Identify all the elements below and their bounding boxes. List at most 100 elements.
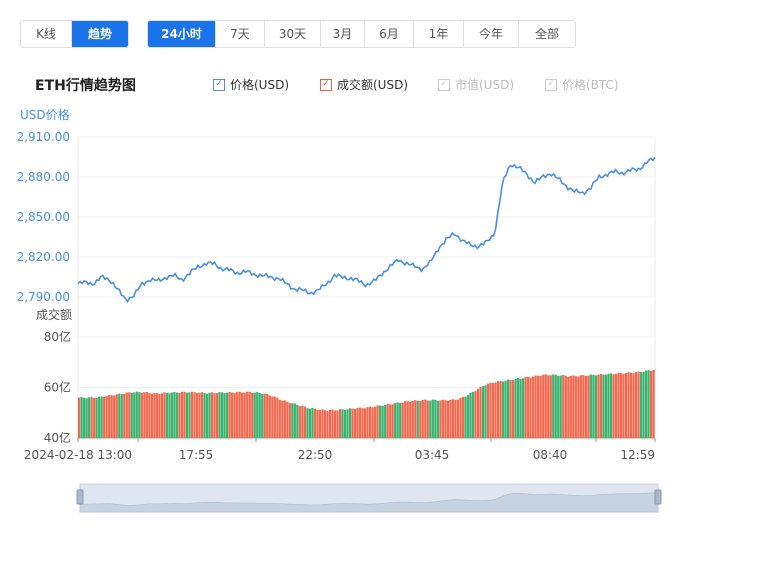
volume-bar (496, 381, 500, 438)
volume-bar (123, 393, 126, 438)
volume-bar (85, 398, 88, 438)
volume-bar (604, 374, 608, 438)
volume-bar (474, 391, 477, 438)
volume-bar (411, 401, 414, 438)
volume-bar (519, 378, 522, 438)
volume-bar (93, 398, 96, 438)
volume-bar (429, 400, 432, 438)
volume-bar (158, 393, 161, 438)
price-tick-label: 2,910.00 (17, 130, 70, 144)
legend-label: 成交额(USD) (337, 78, 409, 92)
volume-bar (175, 392, 179, 438)
price-tick-label: 2,820.00 (17, 250, 70, 264)
zoom-slider[interactable] (76, 483, 662, 513)
volume-bar (195, 393, 199, 438)
volume-bar (512, 380, 515, 438)
range-tab-3[interactable]: 3月 (321, 21, 365, 47)
volume-bar (193, 392, 196, 438)
volume-bar (296, 404, 299, 438)
mode-tab-0[interactable]: K线 (21, 21, 72, 47)
legend-label: 市值(USD) (455, 78, 515, 92)
checkbox-icon[interactable]: ✓ (320, 78, 332, 91)
volume-bar (371, 407, 374, 438)
volume-bar (115, 394, 118, 438)
volume-bar (316, 409, 319, 438)
checkbox-icon[interactable]: ✓ (438, 78, 450, 91)
volume-bar (394, 403, 397, 438)
volume-bar (404, 401, 407, 438)
volume-bar (301, 405, 304, 438)
volume-bar (283, 400, 286, 438)
mode-tab-1[interactable]: 趋势 (72, 21, 128, 47)
checkbox-icon[interactable]: ✓ (545, 78, 557, 91)
volume-bar (381, 405, 384, 438)
range-tab-0[interactable]: 24小时 (148, 21, 216, 47)
volume-bar (220, 392, 224, 438)
volume-bar (409, 401, 412, 438)
volume-bar (529, 377, 532, 438)
slider-handle-right[interactable] (654, 489, 662, 505)
volume-bar (627, 372, 630, 438)
volume-bar (361, 408, 364, 438)
volume-bar (564, 375, 567, 438)
volume-bar (303, 406, 306, 438)
legend-item-2[interactable]: ✓ 市值(USD) (438, 76, 514, 93)
volume-bar (100, 396, 103, 438)
volume-bar (271, 396, 274, 438)
volume-bar (188, 392, 191, 438)
volume-bar (138, 392, 141, 438)
volume-bar (399, 403, 402, 438)
x-tick-label: 03:45 (415, 448, 450, 462)
volume-bar (567, 376, 570, 438)
range-tab-7[interactable]: 全部 (534, 27, 559, 41)
volume-bar (258, 392, 261, 438)
legend-item-1[interactable]: ✓ 成交额(USD) (320, 76, 408, 93)
volume-bar (434, 399, 437, 438)
volume-bar (421, 400, 424, 438)
volume-bar (597, 374, 600, 438)
volume-bar (554, 374, 557, 438)
volume-bar (120, 394, 123, 438)
volume-bar (396, 402, 399, 438)
mode-toggle: K线 趋势 (20, 20, 129, 48)
volume-bar (236, 392, 239, 438)
legend-item-0[interactable]: ✓ 价格(USD) (213, 76, 289, 93)
volume-bar (128, 392, 131, 438)
volume-bar (366, 407, 369, 438)
volume-bar (619, 373, 623, 438)
range-tab-6[interactable]: 今年 (464, 21, 519, 47)
volume-bar (333, 410, 337, 438)
volume-bar (145, 391, 148, 438)
volume-bar (431, 399, 434, 438)
price-tick-label: 2,880.00 (17, 170, 70, 184)
volume-bar (218, 392, 221, 438)
volume-bar (150, 393, 153, 438)
volume-bar (341, 409, 344, 438)
volume-bar (436, 400, 439, 438)
volume-bar (459, 397, 462, 438)
volume-bar (363, 408, 367, 438)
volume-bar (105, 396, 108, 438)
range-tab-1[interactable]: 7天 (216, 21, 265, 47)
volume-bar (534, 375, 537, 438)
volume-bar (391, 404, 394, 438)
volume-bar (401, 402, 404, 438)
volume-bar (577, 376, 580, 438)
volume-bar (461, 396, 465, 438)
volume-bar (559, 375, 562, 438)
range-tab-2[interactable]: 30天 (265, 21, 321, 47)
slider-handle-left[interactable] (76, 489, 84, 505)
checkbox-icon[interactable]: ✓ (213, 78, 225, 91)
volume-bar (504, 380, 507, 438)
volume-bar (306, 408, 309, 438)
volume-bar (343, 409, 347, 438)
volume-bar (509, 379, 512, 438)
range-tab-4[interactable]: 6月 (365, 21, 414, 47)
price-tick-label: 2,850.00 (17, 210, 70, 224)
range-tab-5[interactable]: 1年 (414, 21, 464, 47)
volume-bar (326, 410, 329, 438)
volume-bar (652, 369, 655, 438)
volume-bar (263, 393, 266, 438)
legend-item-3[interactable]: ✓ 价格(BTC) (545, 76, 619, 93)
volume-bar (562, 374, 565, 438)
